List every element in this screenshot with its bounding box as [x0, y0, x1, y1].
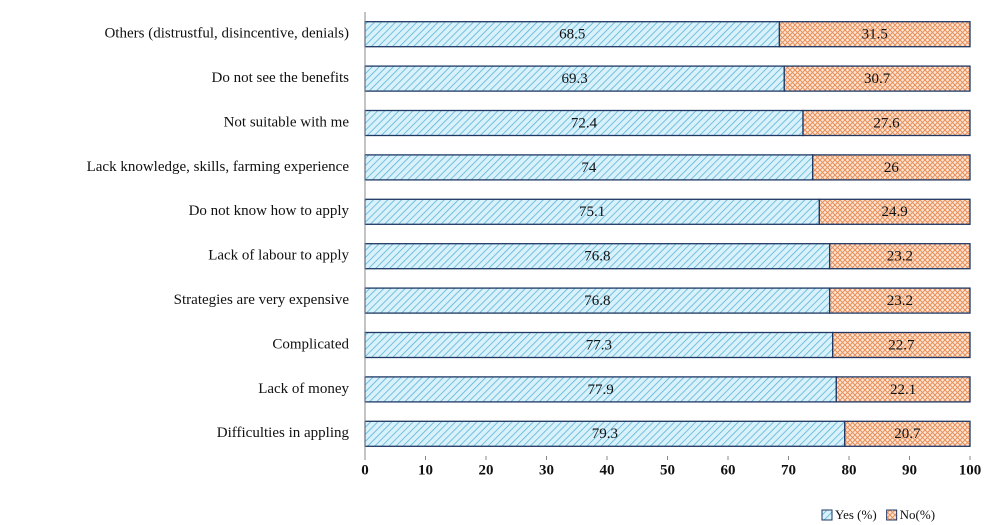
- bar-segment: [828, 243, 971, 270]
- bar-segment: [364, 198, 821, 225]
- x-tick-label: 80: [842, 462, 857, 478]
- y-tick-label: Lack knowledge, skills, farming experien…: [87, 159, 350, 175]
- bar-segment: [364, 154, 814, 181]
- legend-swatch: [886, 509, 898, 521]
- y-tick-label: Strategies are very expensive: [174, 292, 350, 308]
- value-label: 24.9: [882, 204, 908, 220]
- bar-segment: [812, 154, 971, 181]
- value-label: 69.3: [562, 71, 588, 87]
- value-label: 76.8: [584, 293, 610, 309]
- x-tick-label: 90: [902, 462, 917, 478]
- value-label: 23.2: [887, 249, 913, 265]
- x-tick-label: 100: [959, 462, 982, 478]
- x-tick-label: 10: [418, 462, 433, 478]
- value-label: 27.6: [873, 115, 900, 131]
- value-label: 72.4: [571, 115, 598, 131]
- y-tick-label: Not suitable with me: [224, 114, 350, 130]
- value-label: 22.7: [888, 337, 915, 353]
- value-label: 74: [581, 160, 597, 176]
- legend-label: Yes (%): [835, 507, 877, 522]
- legend-label: No(%): [900, 507, 935, 522]
- y-tick-label: Complicated: [272, 336, 349, 352]
- x-tick-label: 40: [600, 462, 615, 478]
- x-tick-label: 30: [539, 462, 554, 478]
- value-label: 26: [884, 160, 900, 176]
- bar-segment: [828, 287, 971, 314]
- value-label: 68.5: [559, 27, 585, 43]
- value-label: 79.3: [592, 426, 618, 442]
- bar-segment: [832, 331, 971, 359]
- value-label: 75.1: [579, 204, 605, 220]
- bar-segment: [844, 420, 971, 447]
- x-tick-label: 70: [781, 462, 796, 478]
- bar-segment: [783, 65, 971, 92]
- bar-segment: [835, 376, 971, 403]
- bar-segment: [364, 21, 781, 48]
- value-label: 77.3: [586, 337, 612, 353]
- bar-segment: [364, 287, 831, 314]
- y-tick-label: Others (distrustful, disincentive, denia…: [104, 26, 349, 42]
- value-label: 31.5: [862, 27, 888, 43]
- x-tick-label: 0: [361, 462, 369, 478]
- value-label: 76.8: [584, 249, 610, 265]
- value-label: 30.7: [864, 71, 891, 87]
- bar-segment: [364, 331, 834, 359]
- x-tick-label: 50: [660, 462, 675, 478]
- bar-segment: [818, 198, 971, 225]
- x-tick-label: 20: [479, 462, 494, 478]
- bar-segment: [778, 21, 971, 48]
- value-label: 23.2: [887, 293, 913, 309]
- value-label: 77.9: [588, 382, 614, 398]
- value-label: 20.7: [894, 426, 921, 442]
- y-tick-label: Lack of money: [258, 381, 349, 397]
- y-tick-label: Difficulties in appling: [217, 425, 350, 441]
- y-tick-label: Do not know how to apply: [189, 203, 350, 219]
- y-tick-label: Lack of labour to apply: [208, 248, 349, 264]
- x-tick-label: 60: [721, 462, 736, 478]
- value-label: 22.1: [890, 382, 916, 398]
- legend-swatch: [821, 509, 833, 521]
- bar-segment: [802, 109, 971, 137]
- y-tick-label: Do not see the benefits: [212, 70, 350, 86]
- bar-segment: [364, 109, 804, 137]
